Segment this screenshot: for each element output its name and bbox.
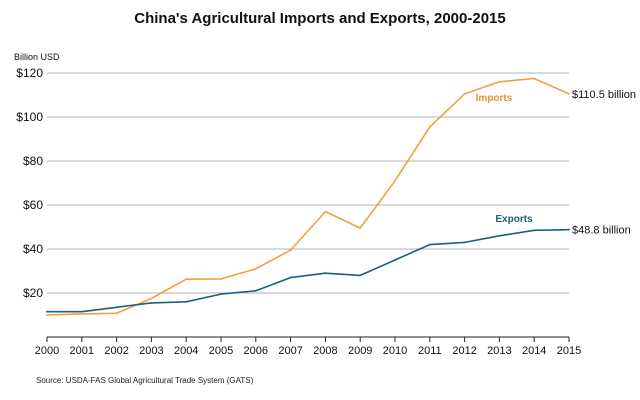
y-tick-label-40: $40 [23, 242, 43, 256]
exports-point-2011 [428, 243, 431, 246]
x-tick-label-2009: 2009 [348, 345, 372, 357]
x-tick-label-2005: 2005 [209, 345, 233, 357]
exports-point-2015 [568, 228, 570, 231]
imports-point-2001 [80, 313, 83, 315]
imports-point-2009 [359, 227, 362, 230]
exports-point-2006 [254, 289, 257, 292]
x-tick-label-2014: 2014 [522, 345, 546, 357]
exports-point-2012 [463, 241, 466, 244]
exports-series-label: Exports [495, 214, 533, 225]
imports-point-2013 [498, 80, 501, 83]
x-tick-label-2002: 2002 [104, 345, 128, 357]
exports-end-value-label: $48.8 billion [572, 225, 631, 237]
y-tick-label-100: $100 [16, 110, 43, 124]
exports-point-2002 [115, 306, 118, 309]
x-tick-label-2006: 2006 [244, 345, 268, 357]
x-tick-label-2001: 2001 [70, 345, 94, 357]
chart-title: China's Agricultural Imports and Exports… [134, 10, 506, 27]
imports-point-2006 [254, 267, 257, 270]
imports-point-2003 [150, 297, 153, 300]
imports-series-label: Imports [476, 93, 513, 104]
source-note: Source: USDA-FAS Global Agricultural Tra… [36, 376, 254, 385]
exports-point-2000 [46, 310, 48, 313]
exports-point-2005 [220, 293, 222, 295]
imports-point-2002 [115, 312, 118, 315]
x-tick-label-2004: 2004 [174, 345, 198, 357]
exports-point-2001 [80, 310, 83, 313]
x-tick-label-2010: 2010 [383, 345, 407, 357]
x-tick-label-2013: 2013 [487, 345, 511, 357]
x-tick-label-2011: 2011 [418, 345, 442, 357]
imports-point-2007 [289, 249, 292, 252]
exports-point-2007 [289, 276, 292, 279]
exports-series-line [47, 228, 570, 313]
imports-point-2014 [533, 77, 536, 80]
y-tick-label-60: $60 [23, 198, 43, 212]
imports-point-2015 [568, 93, 570, 95]
imports-point-2012 [463, 93, 466, 95]
x-tick-label-2015: 2015 [557, 345, 581, 357]
exports-point-2008 [324, 272, 327, 275]
y-tick-label-20: $20 [23, 286, 43, 300]
exports-point-2004 [185, 300, 188, 303]
imports-point-2011 [428, 126, 431, 128]
exports-point-2013 [498, 234, 501, 237]
y-axis-unit-label: Billion USD [14, 52, 60, 62]
imports-series-line [46, 77, 570, 316]
imports-point-2010 [394, 179, 396, 182]
imports-point-2005 [220, 278, 222, 280]
y-tick-label-80: $80 [23, 154, 43, 168]
exports-point-2003 [150, 302, 153, 304]
x-tick-label-2008: 2008 [313, 345, 337, 357]
exports-point-2014 [533, 229, 536, 232]
exports-point-2009 [359, 274, 362, 277]
imports-point-2004 [185, 278, 188, 281]
x-tick-label-2000: 2000 [35, 345, 59, 357]
x-tick-label-2012: 2012 [452, 345, 476, 357]
imports-end-value-label: $110.5 billion [572, 89, 636, 101]
y-tick-label-120: $120 [16, 66, 43, 80]
x-tick-label-2007: 2007 [278, 345, 302, 357]
x-tick-label-2003: 2003 [139, 345, 163, 357]
imports-point-2000 [46, 314, 48, 316]
exports-point-2010 [394, 259, 396, 261]
imports-point-2008 [324, 210, 327, 213]
